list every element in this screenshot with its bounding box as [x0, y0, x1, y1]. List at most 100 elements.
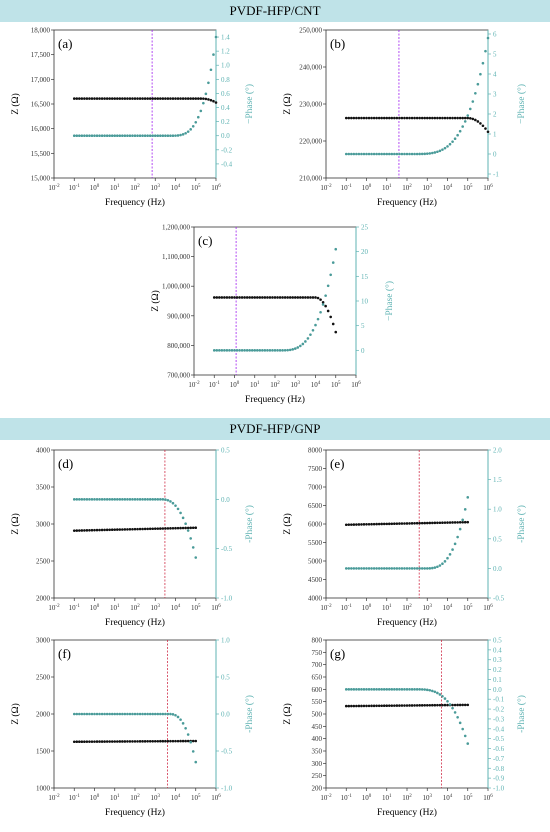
chart-panel-e: 10-2 10-1 100 101 102 103 104 105 106 4000 4500 500… [282, 447, 527, 629]
phase-point [418, 567, 421, 570]
phase-point [176, 134, 180, 137]
x-tick-label: 102 [130, 604, 140, 612]
z-point [403, 704, 406, 707]
z-point [418, 704, 421, 707]
z-point [296, 296, 300, 299]
x-tick-label: 10-2 [48, 794, 60, 802]
x-tick-label: 10-2 [188, 381, 200, 389]
phase-point [481, 61, 485, 65]
y2-tick-label: -0.4 [221, 160, 233, 168]
z-point [362, 704, 366, 708]
phase-point [441, 148, 444, 151]
x-tick-label: 106 [351, 381, 361, 389]
z-point [174, 739, 177, 743]
z-point [80, 97, 84, 100]
phase-point [390, 567, 394, 570]
z-point [171, 526, 175, 530]
z-point [181, 97, 185, 100]
phase-point [420, 567, 424, 570]
phase-point [278, 349, 282, 352]
phase-point [436, 565, 439, 569]
z-point [433, 703, 437, 707]
phase-point [375, 152, 378, 156]
phase-point [161, 498, 165, 501]
phase-point [408, 688, 411, 691]
y-tick-label: 550 [312, 698, 323, 706]
z-point [105, 97, 109, 100]
z-point [202, 97, 205, 100]
y2-tick-label: 4 [493, 71, 497, 79]
phase-point [451, 140, 454, 143]
z-point [176, 526, 180, 530]
phase-point [131, 712, 134, 716]
phase-point [468, 107, 472, 111]
z-point [451, 521, 454, 524]
z-point [169, 739, 172, 743]
z-point [159, 97, 162, 100]
phase-point [75, 134, 79, 138]
phase-point [387, 152, 391, 156]
y-tick-label: 2000 [36, 595, 51, 603]
phase-point [456, 716, 459, 719]
phase-point [276, 349, 279, 352]
phase-point [357, 688, 361, 691]
z-point [344, 116, 348, 120]
z-point [174, 526, 177, 530]
phase-point [466, 742, 470, 745]
y-axis-label: Z (Ω) [10, 93, 21, 115]
z-point [113, 740, 117, 743]
phase-point [113, 134, 117, 138]
y2-tick-label: -1.0 [493, 785, 505, 793]
phase-point [176, 507, 180, 511]
z-point [161, 739, 165, 743]
z-point [164, 527, 167, 530]
phase-point [355, 152, 358, 156]
z-point [161, 527, 165, 530]
phase-point [471, 100, 475, 103]
x-axis-label: Frequency (Hz) [105, 807, 165, 818]
y2-tick-label: 0.2 [493, 666, 502, 674]
z-point [128, 97, 132, 100]
phase-point [179, 511, 182, 515]
phase-point [80, 134, 84, 138]
phase-point [220, 349, 224, 352]
z-point [377, 522, 381, 526]
x-tick-label: 10-2 [48, 184, 60, 192]
phase-point [72, 498, 76, 501]
phase-point [329, 273, 332, 277]
z-point [443, 116, 447, 120]
z-point [143, 740, 147, 743]
z-point [184, 97, 187, 100]
phase-point [365, 688, 368, 691]
phase-point [451, 706, 454, 710]
phase-point [453, 711, 457, 714]
phase-point [431, 689, 434, 693]
phase-point [90, 712, 94, 716]
phase-point [382, 152, 386, 156]
y-tick-label: 1000 [36, 785, 51, 793]
z-point [390, 522, 394, 526]
z-point [115, 97, 119, 100]
z-point [425, 116, 429, 120]
phase-point [405, 688, 409, 691]
phase-point [433, 690, 437, 694]
z-point [225, 296, 229, 299]
z-point [377, 116, 381, 120]
phase-point [156, 134, 160, 138]
phase-point [243, 349, 246, 352]
phase-point [461, 125, 464, 128]
phase-point [304, 340, 307, 343]
phase-point [321, 303, 325, 306]
z-point [194, 526, 198, 529]
z-point [393, 522, 396, 526]
x-axis-label: Frequency (Hz) [377, 197, 437, 208]
phase-point [365, 152, 368, 156]
y-tick-label: 800,000 [167, 342, 190, 350]
x-tick-label: 100 [90, 794, 100, 802]
z-point [214, 101, 218, 104]
z-point [184, 526, 187, 530]
z-point [431, 116, 434, 120]
z-point [258, 296, 262, 299]
z-point [301, 296, 305, 299]
z-point [95, 740, 99, 743]
